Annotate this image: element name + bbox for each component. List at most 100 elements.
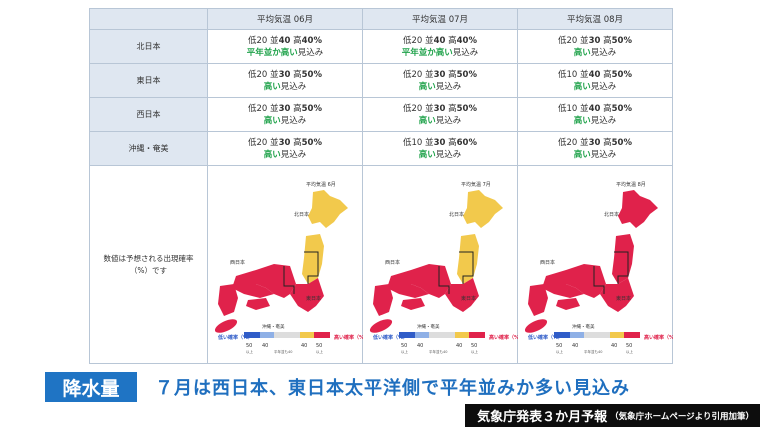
forecast-cell: 低20 並30 高50% 高い見込み: [207, 131, 363, 167]
outlook: 平年並か高い見込み: [363, 47, 517, 59]
high-prob: 50%: [611, 35, 632, 46]
normal-label: 並: [270, 103, 279, 114]
low-prob: 低20: [248, 69, 268, 80]
high-label: 高: [603, 69, 612, 80]
low-prob: 低10: [403, 137, 423, 148]
label-east: 東日本: [461, 295, 476, 302]
high-prob: 50%: [456, 103, 477, 114]
normal-label: 並: [580, 35, 589, 46]
label-north: 北日本: [604, 211, 619, 218]
outlook-tail: 見込み: [590, 47, 617, 58]
probabilities: 低10 並40 高50%: [518, 103, 672, 115]
probabilities: 低10 並30 高60%: [363, 137, 517, 149]
kyushu-region: [528, 284, 548, 317]
high-prob: 50%: [456, 69, 477, 80]
east-japan-region: [445, 278, 479, 313]
west-japan-region: [232, 270, 274, 299]
normal-label: 並: [425, 137, 434, 148]
label-north: 北日本: [294, 211, 309, 218]
region-boundary: [438, 266, 450, 295]
region-label: 西日本: [89, 97, 208, 133]
legend-swatch-high: [469, 332, 485, 339]
outlook-verdict: 高い: [573, 149, 591, 160]
label-okinawa: 沖縄・奄美: [262, 323, 285, 330]
label-north: 北日本: [449, 211, 464, 218]
shikoku-region: [556, 298, 580, 311]
probabilities: 低20 並30 高50%: [518, 137, 672, 149]
kyushu-region: [373, 284, 393, 317]
region-label: 沖縄・奄美: [89, 131, 208, 167]
legend-swatch-normal: [274, 332, 300, 339]
legend-high-label: 高い確率（%）: [644, 334, 673, 341]
forecast-cell: 低20 並30 高50% 高い見込み: [207, 63, 363, 99]
normal-prob: 40: [588, 69, 601, 80]
legend-sub1: 以上: [556, 349, 564, 354]
central-region: [566, 264, 606, 299]
outlook: 高い見込み: [518, 115, 672, 127]
map-title: 平均気温 8月: [616, 181, 646, 188]
high-label: 高: [293, 69, 302, 80]
source-main: 気象庁発表３か月予報: [477, 410, 608, 425]
okinawa-region: [214, 319, 238, 334]
normal-label: 並: [425, 69, 434, 80]
normal-prob: 30: [433, 103, 446, 114]
legend-v2: 40: [572, 343, 578, 349]
hokkaido-region: [463, 190, 503, 229]
low-prob: 低20: [558, 137, 578, 148]
normal-prob: 40: [278, 35, 291, 46]
legend-low-label: 低い確率（%）: [217, 334, 253, 341]
outlook: 高い見込み: [208, 115, 362, 127]
outlook: 高い見込み: [518, 47, 672, 59]
hokkaido-region: [308, 190, 348, 229]
normal-label: 並: [425, 103, 434, 114]
legend-swatch-high-light: [300, 332, 314, 339]
forecast-cell: 低20 並30 高50% 高い見込み: [362, 63, 518, 99]
outlook-verdict: 高い: [418, 149, 436, 160]
legend-v2: 40: [417, 343, 423, 349]
label-okinawa: 沖縄・奄美: [572, 323, 595, 330]
low-prob: 低20: [403, 103, 423, 114]
legend-swatch-low: [399, 332, 415, 339]
outlook-tail: 見込み: [280, 149, 307, 160]
forecast-cell: 低20 並30 高50% 高い見込み: [207, 97, 363, 133]
forecast-cell: 低10 並40 高50% 高い見込み: [517, 97, 673, 133]
low-prob: 低10: [558, 103, 578, 114]
low-prob: 低20: [403, 35, 423, 46]
kyushu-region: [218, 284, 238, 317]
label-west: 西日本: [230, 259, 245, 266]
normal-label: 並: [580, 137, 589, 148]
high-label: 高: [448, 103, 457, 114]
label-west: 西日本: [540, 259, 555, 266]
outlook-tail: 見込み: [435, 149, 462, 160]
legend-low-label: 低い確率（%）: [527, 334, 563, 341]
region-boundary: [459, 251, 474, 285]
high-prob: 50%: [611, 103, 632, 114]
forecast-cell: 低20 並30 高50% 高い見込み: [517, 29, 673, 65]
source-credit: 気象庁発表３か月予報 （気象庁ホームページより引用加筆）: [465, 404, 760, 427]
legend-swatch-normal: [429, 332, 455, 339]
outlook-tail: 見込み: [590, 81, 617, 92]
probabilities: 低20 並30 高50%: [363, 103, 517, 115]
legend-swatch-high-light: [455, 332, 469, 339]
legend-v4: 50: [316, 343, 322, 349]
outlook: 高い見込み: [363, 149, 517, 161]
high-label: 高: [448, 69, 457, 80]
table-row-okinawa: 沖縄・奄美 低20 並30 高50% 高い見込み 低10 並30 高60% 高い見込み低…: [89, 131, 673, 167]
column-header-august: 平均気温 08月: [517, 7, 673, 31]
legend-sub3: 以上: [316, 349, 324, 354]
probabilities: 低20 並30 高50%: [518, 35, 672, 47]
outlook: 高い見込み: [518, 149, 672, 161]
legend-swatch-low: [244, 332, 260, 339]
high-prob: 60%: [456, 137, 477, 148]
outlook: 平年並か高い見込み: [208, 47, 362, 59]
high-label: 高: [448, 35, 457, 46]
high-prob: 50%: [611, 137, 632, 148]
low-prob: 低20: [558, 35, 578, 46]
legend-v3: 40: [456, 343, 462, 349]
region-boundary: [304, 251, 319, 285]
legend-swatch-high: [624, 332, 640, 339]
low-prob: 低10: [558, 69, 578, 80]
